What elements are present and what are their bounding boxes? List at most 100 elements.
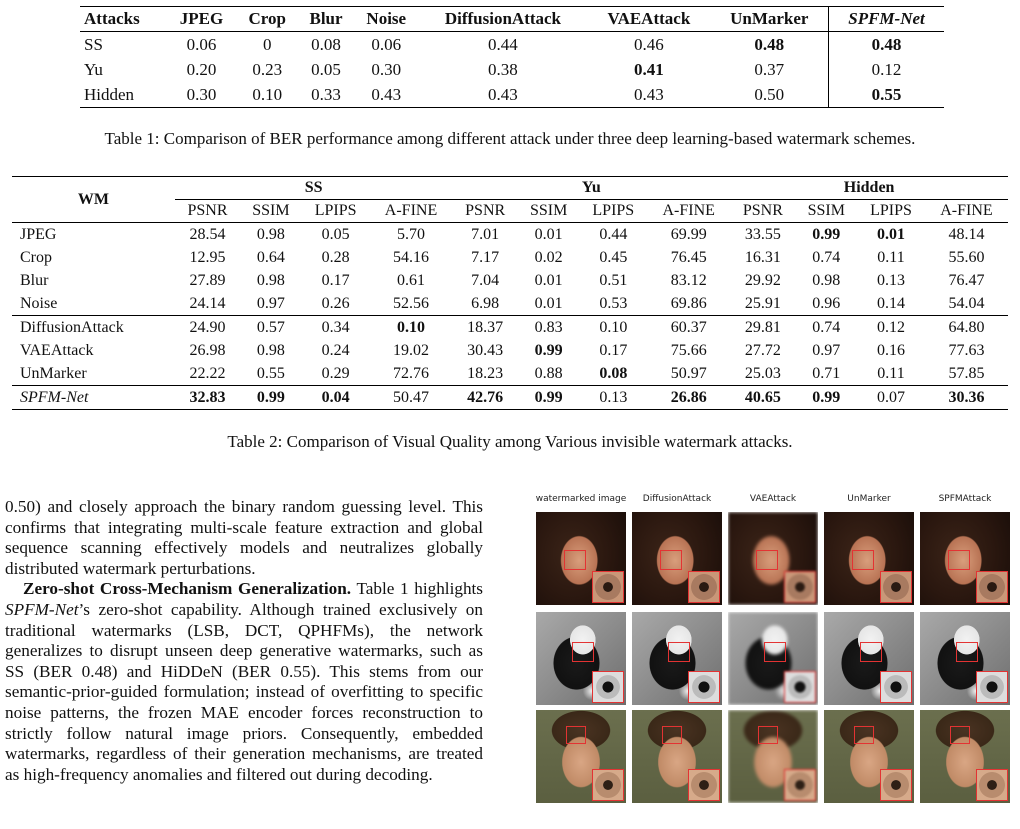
table-2-cell: 0.13 — [579, 385, 648, 410]
table-2-cell: 12.95 — [189, 248, 226, 266]
table-2-cell: 33.55 — [744, 225, 781, 243]
table-2-row-label: Noise — [20, 294, 58, 312]
table-1-header-cell: JPEG — [166, 6, 237, 32]
table-2-cell: 0.05 — [321, 225, 350, 243]
table-2-cell: 0.96 — [812, 294, 841, 312]
zoom-inset — [880, 769, 912, 801]
table-2-row-label: DiffusionAttack — [12, 315, 175, 339]
table-2-group-row: WM SS Yu Hidden — [12, 176, 1008, 223]
dog-portrait-image — [824, 612, 914, 705]
table-2-cell: 24.90 — [174, 315, 241, 339]
table-1-cell: 0.48 — [754, 34, 785, 54]
table-2-metric-header: A-FINE — [924, 199, 1008, 223]
table-1-header-cell: Crop — [236, 6, 299, 32]
table-1: Attacks JPEG Crop Blur Noise DiffusionAt… — [80, 6, 944, 108]
zoom-inset — [688, 671, 720, 703]
table-2-group-header: SS — [174, 176, 453, 200]
table-2-cell: 0.99 — [240, 385, 302, 410]
table-1-cell: 0.23 — [252, 59, 283, 79]
table-2-cell: 0.24 — [321, 341, 350, 359]
dog-portrait-image — [728, 612, 818, 705]
table-2-row-label: Crop — [20, 248, 52, 266]
table-1-row: Hidden 0.30 0.10 0.33 0.43 0.43 0.43 0.50 0.55 — [80, 82, 944, 108]
table-2-cell: 76.45 — [670, 248, 707, 266]
table-2-cell: 0.08 — [599, 364, 628, 382]
table-2-cell: 25.91 — [744, 294, 781, 312]
table-2-cell: 0.01 — [534, 294, 563, 312]
man-portrait-image — [920, 710, 1010, 803]
zoom-inset — [592, 571, 624, 603]
zoom-inset — [592, 671, 624, 703]
paragraph-heading: Zero-shot Cross-Mechanism Generalization… — [23, 579, 352, 599]
table-1-cell: 0.41 — [634, 59, 664, 79]
paragraph-text: ’s zero-shot capability. Although traine… — [5, 599, 483, 784]
table-1-cell: 0.43 — [353, 82, 419, 108]
table-2-cell: 19.02 — [393, 341, 430, 359]
table-2-cell: 50.47 — [369, 385, 453, 410]
table-1-row: Yu 0.20 0.23 0.05 0.30 0.38 0.41 0.37 0.12 — [80, 57, 944, 82]
table-2-cell: 0.57 — [240, 315, 302, 339]
table-2-caption: Table 2: Comparison of Visual Quality am… — [227, 432, 793, 451]
table-2-cell: 0.10 — [579, 315, 648, 339]
table-1-cell: 0.30 — [166, 82, 237, 108]
table-2-cell: 0.64 — [256, 248, 285, 266]
table-2-group-header: Yu — [452, 176, 731, 200]
table-2-cell: 0.13 — [877, 271, 905, 289]
woman-portrait-image — [920, 512, 1010, 605]
table-2-corner: WM — [12, 176, 175, 223]
table-2-cell: 18.23 — [467, 364, 504, 382]
table-2-cell: 0.01 — [534, 271, 563, 289]
figure-column-header: DiffusionAttack — [642, 494, 712, 504]
table-2-row-label: VAEAttack — [20, 341, 94, 359]
zoom-inset — [880, 571, 912, 603]
highlight-box — [572, 642, 594, 662]
table-2-row-label: JPEG — [20, 225, 57, 243]
zoom-inset — [592, 769, 624, 801]
table-2-cell: 0.01 — [534, 225, 563, 243]
highlight-box — [950, 726, 970, 744]
table-1-header-cell: SPFM-Net — [828, 6, 944, 32]
table-1-cell: 0.38 — [488, 59, 518, 79]
table-2-cell: 69.99 — [670, 225, 707, 243]
zoom-inset — [784, 769, 816, 801]
table-1-cell: 0.12 — [828, 57, 944, 82]
zoom-inset — [976, 769, 1008, 801]
table-2-row: Noise 24.14 0.97 0.26 52.56 6.98 0.01 0.53 69.86… — [12, 292, 1008, 316]
table-2-metric-header: LPIPS — [301, 199, 370, 223]
table-1-cell: 0.48 — [828, 31, 944, 57]
paragraph: 0.50) and closely approach the binary ra… — [5, 497, 483, 578]
table-2-row: Blur 27.89 0.98 0.17 0.61 7.04 0.01 0.51 83.12 29… — [12, 269, 1008, 292]
table-2-cell: 50.97 — [670, 364, 707, 382]
table-2-cell: 0.29 — [321, 364, 350, 382]
table-2-cell: 24.14 — [189, 294, 226, 312]
table-2-row-label: Blur — [20, 271, 49, 289]
table-2-cell: 27.89 — [189, 271, 226, 289]
table-1-cell: 0.43 — [418, 82, 588, 108]
table-2-cell: 26.86 — [647, 385, 731, 410]
zoom-inset — [976, 671, 1008, 703]
man-portrait-image — [728, 710, 818, 803]
highlight-box — [660, 550, 682, 570]
table-1-cell: 0.06 — [371, 34, 402, 54]
table-2-cell: 0.02 — [534, 248, 563, 266]
table-2-cell: 0.44 — [599, 225, 628, 243]
table-2-row: JPEG 28.54 0.98 0.05 5.70 7.01 0.01 0.44 69.99 33… — [12, 223, 1008, 247]
table-1-cell: 0.33 — [298, 82, 354, 108]
highlight-box — [668, 642, 690, 662]
table-1-cell: 0.55 — [828, 82, 944, 108]
table-1-cell: 0.46 — [634, 34, 664, 54]
table-1-cell: 0.30 — [371, 59, 402, 79]
highlight-box — [756, 550, 778, 570]
table-2-cell: 64.80 — [924, 315, 1008, 339]
table-2-cell: 76.47 — [948, 271, 985, 289]
table-2-cell: 0.99 — [812, 225, 841, 243]
table-2-row: SPFM-Net 32.83 0.99 0.04 50.47 42.76 0.99 0.13 2… — [12, 385, 1008, 410]
table-2-cell: 0.74 — [812, 248, 841, 266]
table-2-row: Crop 12.95 0.64 0.28 54.16 7.17 0.02 0.45 76.45 1… — [12, 246, 1008, 269]
table-2-metric-header: PSNR — [730, 199, 796, 223]
table-2-cell: 0.12 — [857, 315, 925, 339]
table-2-cell: 26.98 — [189, 341, 226, 359]
table-2-cell: 0.10 — [369, 315, 453, 339]
table-2-cell: 0.55 — [256, 364, 285, 382]
highlight-box — [566, 726, 586, 744]
